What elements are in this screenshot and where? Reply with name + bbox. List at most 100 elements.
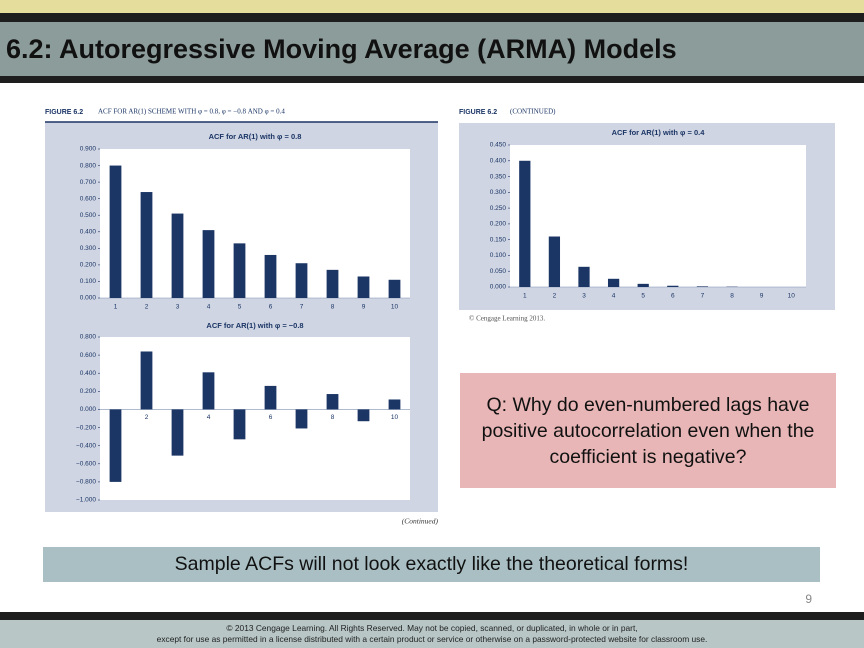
figure-caption: FIGURE 6.2 (459, 109, 497, 116)
footer-line: © 2013 Cengage Learning. All Rights Rese… (226, 623, 638, 633)
figures: FIGURE 6.2 ACF FOR AR(1) SCHEME WITH φ =… (45, 108, 835, 526)
x-tick-label: 3 (176, 414, 180, 421)
bar (171, 409, 184, 456)
bar (388, 399, 401, 410)
y-tick-label: −0.800 (76, 479, 96, 486)
bar (637, 283, 649, 287)
bar (140, 351, 153, 410)
x-tick-label: 2 (145, 414, 149, 421)
y-tick-label: 0.150 (490, 236, 507, 243)
x-tick-label: 1 (114, 414, 118, 421)
y-tick-label: −0.400 (76, 442, 96, 449)
figure-note: © Cengage Learning 2013. (469, 315, 545, 323)
chart-title: ACF for AR(1) with φ = 0.4 (612, 128, 706, 137)
y-tick-label: −0.600 (76, 460, 96, 467)
x-tick-label: 1 (114, 304, 118, 311)
x-tick-label: 6 (269, 304, 273, 311)
figure-caption-text: (CONTINUED) (510, 108, 556, 116)
y-tick-label: 0.700 (80, 179, 97, 186)
y-tick-label: 0.500 (80, 212, 97, 219)
x-tick-label: 4 (207, 304, 211, 311)
x-tick-label: 4 (612, 293, 616, 300)
y-tick-label: 0.000 (490, 284, 507, 291)
bar (388, 279, 401, 298)
bar (140, 192, 153, 298)
x-tick-label: 6 (269, 414, 273, 421)
bar (667, 285, 679, 287)
page-number: 9 (805, 592, 812, 606)
question-box: Q: Why do even-numbered lags have positi… (460, 373, 836, 488)
x-tick-label: 4 (207, 414, 211, 421)
x-tick-label: 10 (788, 293, 796, 300)
top-bar (0, 13, 864, 22)
bar (233, 409, 246, 440)
bar (548, 236, 561, 287)
y-tick-label: 0.300 (80, 245, 97, 252)
x-tick-label: 8 (730, 293, 734, 300)
x-tick-label: 1 (523, 293, 527, 300)
title-rule (0, 76, 864, 83)
y-tick-label: 0.100 (80, 278, 97, 285)
y-tick-label: −0.200 (76, 424, 96, 431)
y-tick-label: 0.000 (80, 295, 97, 302)
bar (578, 266, 590, 287)
slide-title: 6.2: Autoregressive Moving Average (ARMA… (0, 22, 864, 76)
y-tick-label: 0.800 (80, 162, 97, 169)
y-tick-label: 0.400 (80, 370, 97, 377)
bar (171, 213, 184, 298)
y-tick-label: 0.400 (80, 228, 97, 235)
x-tick-label: 3 (176, 304, 180, 311)
y-tick-label: 0.400 (490, 157, 507, 164)
bar (357, 409, 370, 422)
bar (233, 243, 246, 298)
x-tick-label: 6 (671, 293, 675, 300)
y-tick-label: 0.300 (490, 189, 507, 196)
x-tick-label: 5 (641, 293, 645, 300)
chart-title: ACF for AR(1) with φ = 0.8 (209, 132, 302, 141)
x-tick-label: 8 (331, 304, 335, 311)
y-tick-label: 0.250 (490, 205, 507, 212)
x-tick-label: 5 (238, 414, 242, 421)
bar (264, 385, 277, 410)
banner: Sample ACFs will not look exactly like t… (43, 547, 820, 582)
bar (264, 254, 277, 298)
bar (696, 286, 709, 287)
figure-caption-text: ACF FOR AR(1) SCHEME WITH φ = 0.8, φ = −… (98, 108, 285, 116)
x-tick-label: 9 (362, 414, 366, 421)
y-tick-label: 0.050 (490, 268, 507, 275)
bar (295, 263, 308, 298)
x-tick-label: 2 (553, 293, 557, 300)
x-tick-label: 9 (760, 293, 764, 300)
bar (326, 394, 339, 410)
y-tick-label: 0.100 (490, 252, 507, 259)
bar (519, 160, 531, 287)
bar (202, 372, 215, 410)
y-tick-label: 0.000 (80, 406, 97, 413)
y-tick-label: 0.450 (490, 142, 507, 149)
x-tick-label: 7 (701, 293, 705, 300)
bar (202, 230, 215, 298)
x-tick-label: 2 (145, 304, 149, 311)
figure-note: (Continued) (402, 517, 439, 526)
x-tick-label: 3 (582, 293, 586, 300)
bar (109, 409, 122, 482)
bar (326, 269, 339, 298)
x-tick-label: 10 (391, 414, 399, 421)
footer: © 2013 Cengage Learning. All Rights Rese… (0, 620, 864, 648)
x-tick-label: 7 (300, 414, 304, 421)
y-tick-label: 0.800 (80, 334, 97, 341)
y-tick-label: −1.000 (76, 497, 96, 504)
bar (109, 165, 122, 298)
x-tick-label: 5 (238, 304, 242, 311)
y-tick-label: 0.200 (80, 388, 97, 395)
chart-title: ACF for AR(1) with φ = −0.8 (206, 321, 303, 330)
y-tick-label: 0.900 (80, 146, 97, 153)
y-tick-label: 0.200 (490, 221, 507, 228)
x-tick-label: 9 (362, 304, 366, 311)
bottom-bar (0, 612, 864, 620)
x-tick-label: 7 (300, 304, 304, 311)
bar (357, 276, 370, 298)
x-tick-label: 10 (391, 304, 399, 311)
y-tick-label: 0.600 (80, 195, 97, 202)
